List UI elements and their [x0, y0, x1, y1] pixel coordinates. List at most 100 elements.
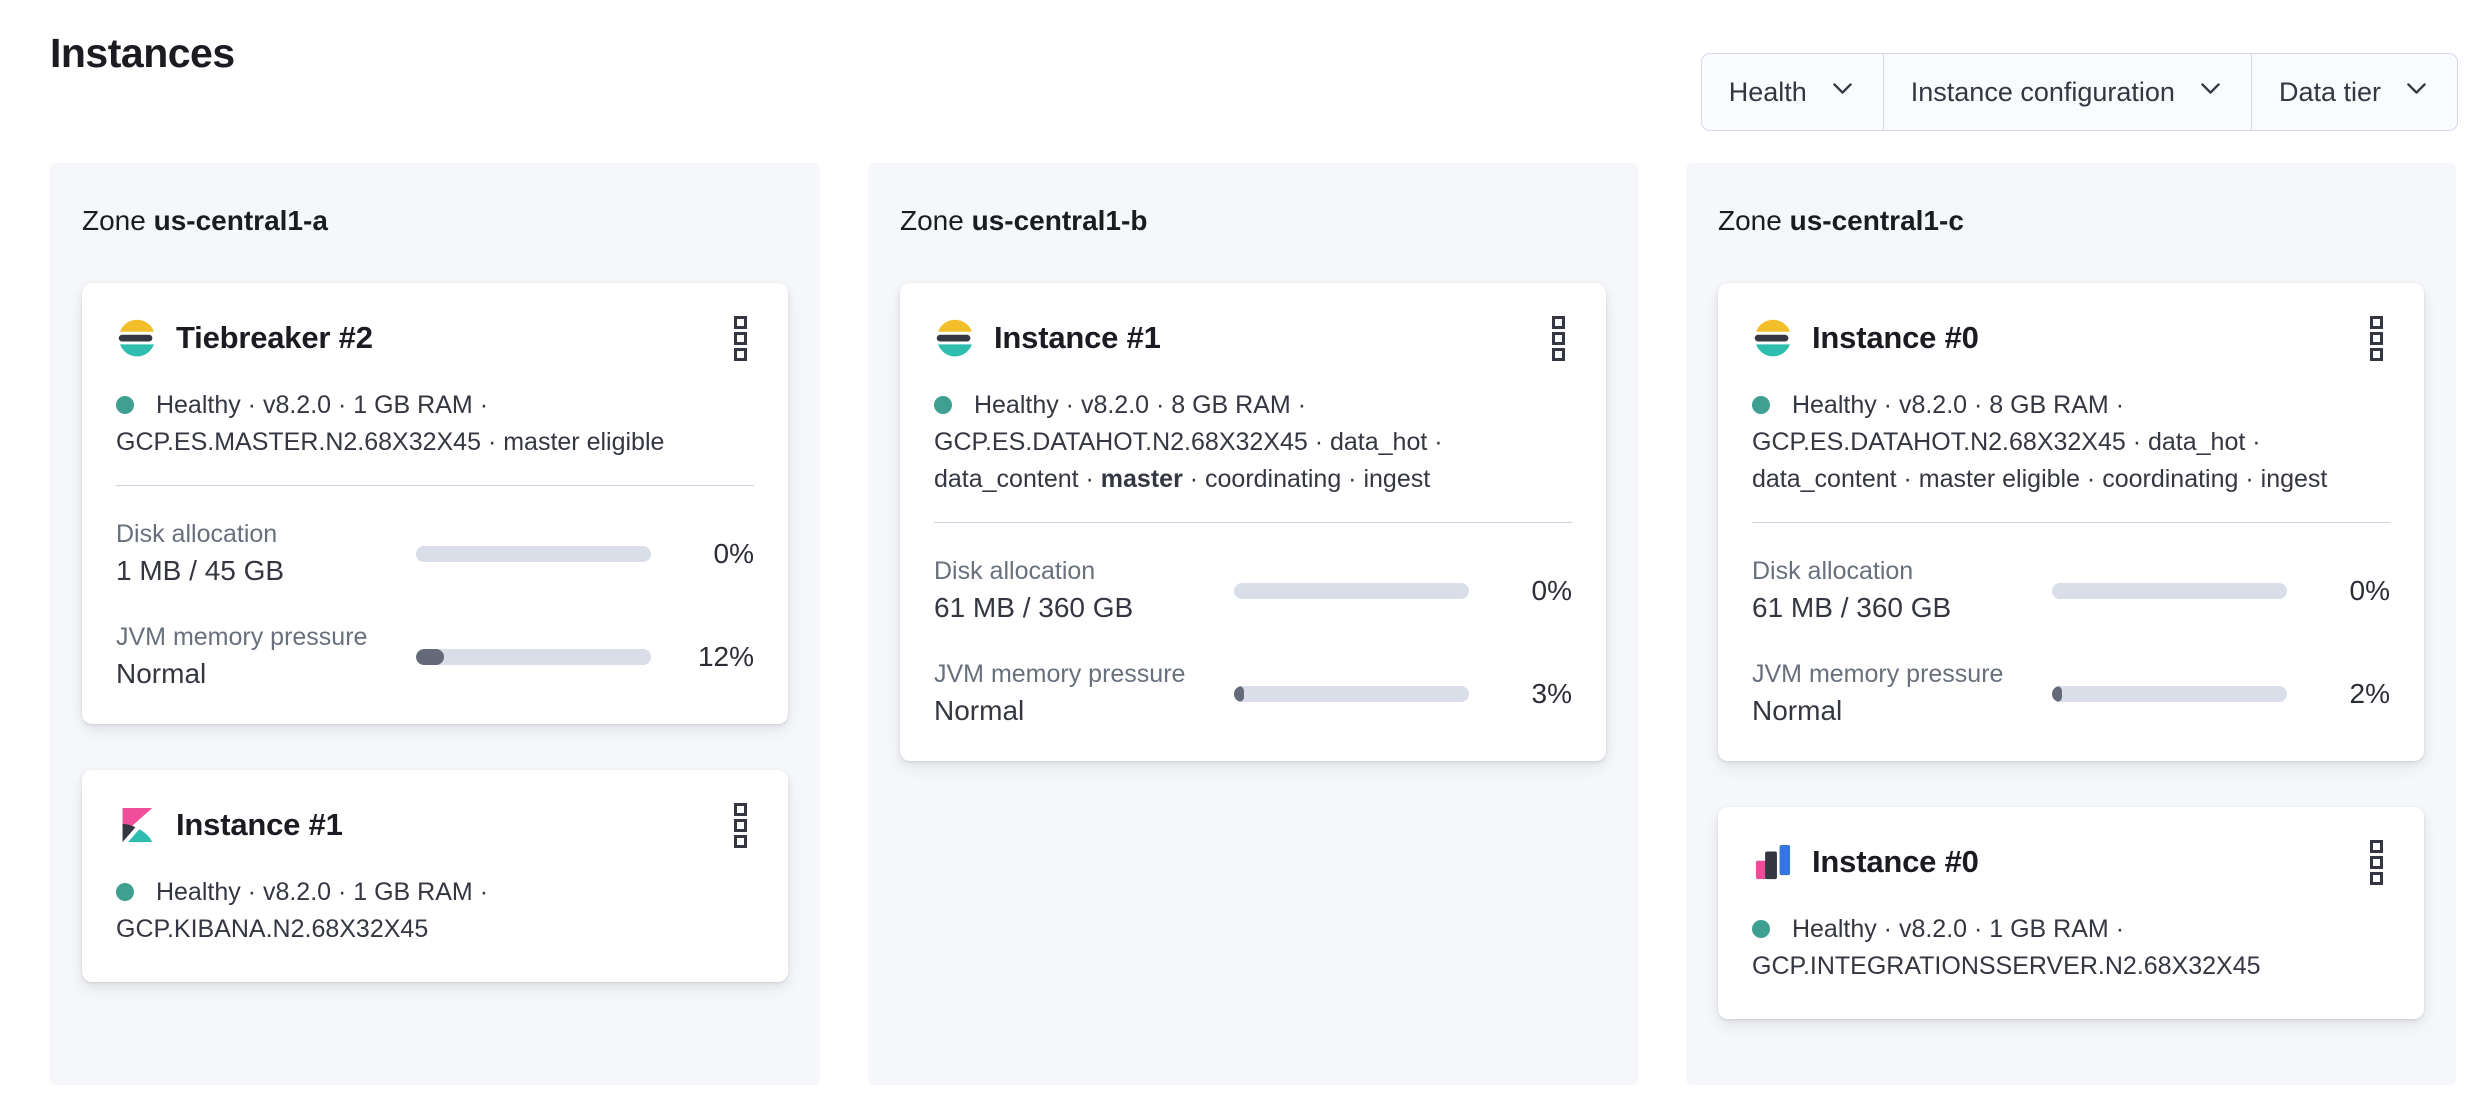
metric-value: Normal: [934, 695, 1025, 726]
metric-label: JVM memory pressure: [1752, 660, 2004, 688]
zone-panel: Zone us-central1-a Tiebreaker #2 Healthy…: [50, 163, 820, 1085]
instance-card: Instance #0 Healthy · v8.2.0 · 8 GB RAM …: [1718, 283, 2424, 761]
card-divider: [934, 522, 1572, 523]
zone-name: us-central1-c: [1789, 205, 1964, 236]
progress-bar-fill: [2052, 685, 2062, 702]
metrics-section: Disk allocation 1 MB / 45 GB 0% JVM memo…: [116, 520, 754, 690]
status-segment: 1 GB RAM: [1989, 915, 2109, 943]
instance-title: Instance #0: [1812, 844, 1979, 879]
status-segment: Healthy: [1791, 915, 1877, 943]
chevron-down-icon: [2197, 75, 2224, 109]
status-segment: ingest: [2260, 465, 2328, 493]
filter-label: Data tier: [2278, 76, 2381, 107]
metrics-section: Disk allocation 61 MB / 360 GB 0% JVM me…: [934, 557, 1572, 727]
status-segment: master eligible: [503, 428, 665, 456]
metrics-section: Disk allocation 61 MB / 360 GB 0% JVM me…: [1752, 557, 2390, 727]
card-header: Tiebreaker #2: [116, 313, 754, 363]
metric-percent: 12%: [697, 640, 754, 672]
instance-card: Instance #0 Healthy · v8.2.0 · 1 GB RAM …: [1718, 807, 2424, 1019]
metric-value: 61 MB / 360 GB: [1752, 592, 1952, 623]
metric-value: 1 MB / 45 GB: [116, 555, 285, 586]
metric-value: Normal: [116, 658, 207, 689]
status-segment: Healthy: [155, 391, 241, 419]
zone-name: us-central1-b: [971, 205, 1148, 236]
instance-card: Tiebreaker #2 Healthy · v8.2.0 · 1 GB RA…: [82, 283, 788, 724]
elasticsearch-icon: [1752, 317, 1794, 359]
status-segment: GCP.KIBANA.N2.68X32X45: [116, 915, 429, 943]
status-segment: data_content: [1752, 465, 1897, 493]
progress-bar: [416, 545, 651, 562]
metric-row: JVM memory pressure Normal 12%: [116, 623, 754, 690]
zone-header: Zone us-central1-a: [50, 163, 820, 237]
status-segment: GCP.ES.DATAHOT.N2.68X32X45: [1752, 428, 2126, 456]
metric-row: Disk allocation 61 MB / 360 GB 0%: [934, 557, 1572, 624]
status-segment: data_content: [934, 465, 1079, 493]
filter-button[interactable]: Data tier: [2250, 53, 2458, 131]
card-header: Instance #0: [1752, 313, 2390, 363]
zone-label: Zone: [82, 205, 154, 236]
status-segment: coordinating: [1205, 465, 1342, 493]
metric-percent: 0%: [1531, 574, 1572, 606]
status-segment: coordinating: [2102, 465, 2239, 493]
filter-group: Health Instance configuration Data tier: [1700, 53, 2458, 131]
zone-label: Zone: [1718, 205, 1790, 236]
progress-bar-fill: [1234, 685, 1244, 702]
zone-panel: Zone us-central1-b Instance #1 Healthy ·…: [868, 163, 1638, 1085]
metric-percent: 0%: [713, 537, 754, 569]
filter-button[interactable]: Health: [1700, 53, 1884, 131]
instance-status: Healthy · v8.2.0 · 8 GB RAM · GCP.ES.DAT…: [1752, 391, 2328, 493]
metric-row: Disk allocation 61 MB / 360 GB 0%: [1752, 557, 2390, 624]
kebab-menu-button[interactable]: [2364, 837, 2390, 887]
card-header: Instance #0: [1752, 837, 2390, 887]
chevron-down-icon: [1829, 75, 1856, 109]
status-segment: 1 GB RAM: [353, 878, 473, 906]
status-segment: 8 GB RAM: [1989, 391, 2109, 419]
kebab-menu-button[interactable]: [1546, 313, 1572, 363]
progress-bar: [1234, 582, 1469, 599]
status-segment: 1 GB RAM: [353, 391, 473, 419]
status-segment: ingest: [1363, 465, 1431, 493]
page-header: Instances Health Instance configuration …: [0, 0, 2490, 163]
filter-label: Health: [1728, 76, 1807, 107]
status-segment: Healthy: [973, 391, 1059, 419]
health-dot-icon: [116, 883, 134, 901]
status-segment: 8 GB RAM: [1171, 391, 1291, 419]
metric-label: Disk allocation: [116, 520, 278, 548]
chevron-down-icon: [2403, 75, 2430, 109]
progress-bar: [416, 648, 651, 665]
status-segment: master: [1100, 465, 1183, 493]
health-dot-icon: [934, 396, 952, 414]
metric-label: Disk allocation: [934, 557, 1096, 585]
elasticsearch-icon: [116, 317, 158, 359]
progress-bar-fill: [416, 648, 445, 665]
zone-panel: Zone us-central1-c Instance #0 Healthy ·…: [1686, 163, 2456, 1085]
elasticsearch-icon: [934, 317, 976, 359]
card-divider: [1752, 522, 2390, 523]
progress-bar: [2052, 582, 2287, 599]
status-segment: data_hot: [2148, 428, 2246, 456]
kebab-menu-button[interactable]: [2364, 313, 2390, 363]
health-dot-icon: [1752, 920, 1770, 938]
progress-bar: [1234, 685, 1469, 702]
kebab-menu-button[interactable]: [728, 800, 754, 850]
zone-header: Zone us-central1-b: [868, 163, 1638, 237]
instance-title: Instance #1: [994, 320, 1161, 355]
zones-container: Zone us-central1-a Tiebreaker #2 Healthy…: [0, 163, 2490, 1085]
page-title: Instances: [50, 30, 235, 76]
status-segment: master eligible: [1918, 465, 2080, 493]
filter-button[interactable]: Instance configuration: [1882, 53, 2252, 131]
kebab-menu-button[interactable]: [728, 313, 754, 363]
metric-row: Disk allocation 1 MB / 45 GB 0%: [116, 520, 754, 587]
instance-status: Healthy · v8.2.0 · 1 GB RAM · GCP.INTEGR…: [1752, 915, 2261, 980]
metric-value: Normal: [1752, 695, 1843, 726]
integrations-server-icon: [1752, 841, 1794, 883]
filter-label: Instance configuration: [1910, 76, 2175, 107]
instance-status: Healthy · v8.2.0 · 8 GB RAM · GCP.ES.DAT…: [934, 391, 1443, 493]
metric-label: JVM memory pressure: [116, 623, 368, 651]
status-segment: GCP.ES.DATAHOT.N2.68X32X45: [934, 428, 1308, 456]
instance-title: Instance #0: [1812, 320, 1979, 355]
card-divider: [116, 485, 754, 486]
status-segment: v8.2.0: [1898, 915, 1968, 943]
instance-card: Instance #1 Healthy · v8.2.0 · 8 GB RAM …: [900, 283, 1606, 761]
metric-label: Disk allocation: [1752, 557, 1914, 585]
